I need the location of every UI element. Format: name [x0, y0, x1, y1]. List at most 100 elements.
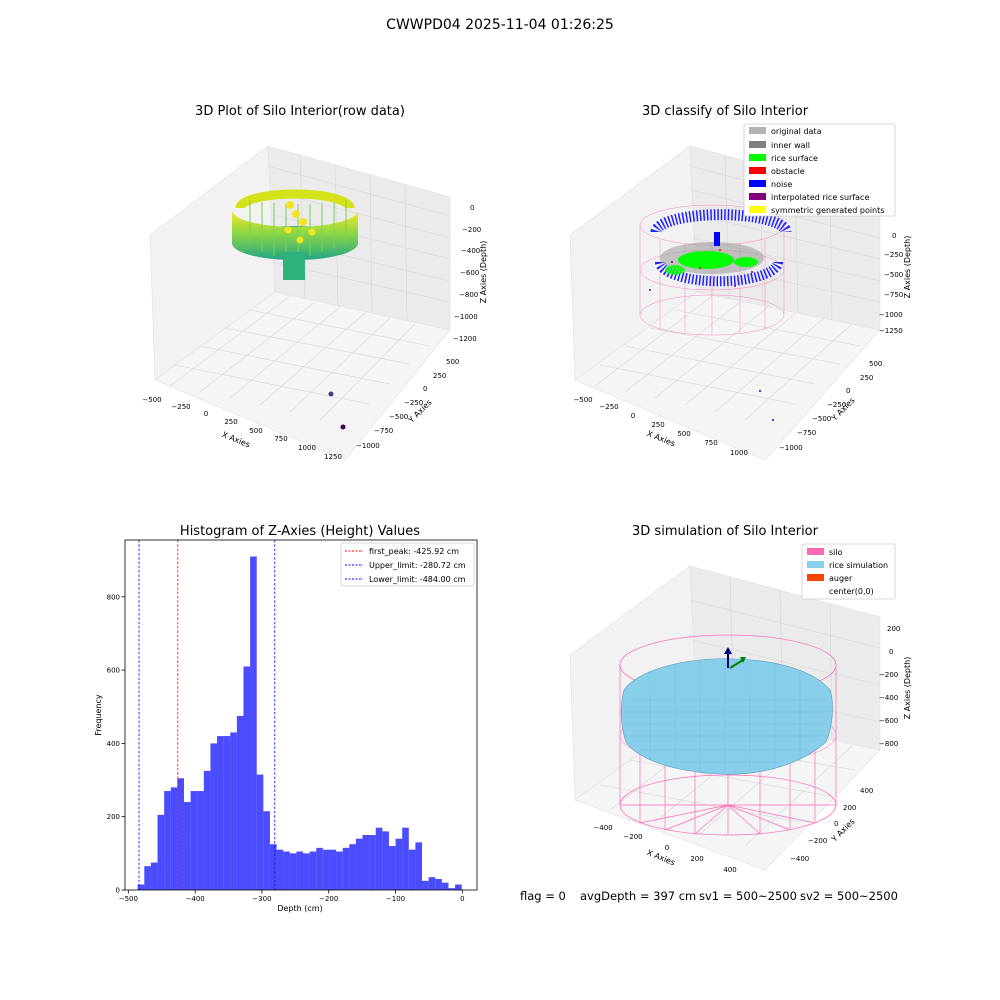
histogram-bar: [137, 884, 145, 890]
histogram-bar: [402, 827, 409, 890]
histogram-bar: [428, 877, 436, 890]
histogram-bar: [415, 842, 423, 890]
raw-xtick: 750: [274, 435, 287, 443]
legend-first-peak: first_peak: -425.92 cm: [369, 547, 459, 556]
svg-text:silo: silo: [829, 548, 843, 557]
raw-ztick: 0: [470, 204, 474, 212]
classify-ztick: −750: [884, 291, 903, 299]
histogram-bar: [375, 827, 383, 890]
histogram-xtick-label: −500: [119, 895, 138, 903]
histogram-bar: [164, 791, 171, 890]
histogram-title: Histogram of Z-Axies (Height) Values: [179, 524, 421, 539]
histogram-frame: [124, 539, 478, 891]
sim-xtick: −200: [623, 833, 642, 841]
sim-ztick: 200: [887, 625, 900, 633]
classify-ytick: −1000: [779, 444, 803, 452]
histogram-bar: [355, 838, 363, 890]
raw-ztick: −800: [459, 291, 478, 299]
legend-lower-limit: Lower_limit: -484.00 cm: [369, 575, 466, 584]
rice-mesh: [623, 659, 831, 774]
histogram-bar: [230, 732, 237, 890]
histogram-bar: [243, 666, 251, 890]
classify-points: [649, 209, 792, 421]
raw-xtick: 500: [249, 427, 262, 435]
classify-ztick: −250: [884, 251, 903, 259]
raw-ytick: 250: [433, 372, 446, 380]
sim-xtick: 400: [723, 866, 736, 874]
raw-xtick: 0: [204, 410, 208, 418]
histogram-bar: [395, 838, 403, 890]
histogram-bar: [150, 862, 158, 890]
raw-xtick: −250: [171, 403, 190, 411]
histogram-bar: [276, 849, 284, 890]
histogram-bar: [303, 853, 310, 890]
histogram-ytick-label: 0: [116, 887, 120, 895]
simulation-3d-panel: −400 −200 0 200 400 400 200 0 −200 −400 …: [569, 543, 912, 874]
histogram-bar: [349, 844, 356, 890]
classify-zlabel: Z Axies (Depth): [903, 236, 912, 299]
classify-ytick: −250: [827, 401, 846, 409]
classify-ylabel: Y Axies: [829, 396, 857, 424]
histogram-xtick-label: −300: [252, 895, 271, 903]
raw-ztick: −400: [461, 247, 480, 255]
histogram-bar: [316, 847, 323, 890]
histogram-bar: [144, 866, 151, 890]
histogram-bar: [190, 791, 198, 890]
histogram-ytick-label: 400: [107, 740, 120, 748]
histogram-bar: [329, 849, 337, 890]
histogram-bar: [250, 556, 257, 890]
histogram-ytick-label: 200: [107, 813, 120, 821]
histogram-bar: [256, 774, 264, 890]
raw-ytick: 0: [423, 385, 427, 393]
sim-ztick: 0: [889, 648, 893, 656]
classify-panel-title: 3D classify of Silo Interior: [641, 104, 809, 119]
sim-ytick: −400: [790, 855, 809, 863]
sim-xtick: 0: [665, 844, 669, 852]
classify-legend: original data inner wall rice surface ob…: [743, 123, 896, 217]
histogram-legend: first_peak: -425.92 cm Upper_limit: -280…: [340, 542, 475, 587]
svg-text:noise: noise: [771, 180, 792, 189]
histogram-bar: [369, 835, 376, 890]
histogram-bar: [422, 880, 429, 890]
sim-ytick: 400: [860, 787, 873, 795]
histogram-bar: [283, 851, 290, 890]
center-marker: [724, 647, 746, 669]
avg-depth-text: avgDepth = 397 cm: [580, 889, 697, 903]
svg-text:interpolated rice surface: interpolated rice surface: [771, 193, 869, 202]
histogram-bar: [263, 811, 270, 890]
raw-ytick: −750: [374, 427, 393, 435]
histogram-bar: [408, 849, 416, 890]
histogram-bar: [289, 853, 297, 890]
classify-xtick: −500: [573, 396, 592, 404]
svg-text:center(0,0): center(0,0): [829, 587, 874, 596]
raw-ytick: 500: [446, 358, 459, 366]
histogram-bar: [157, 814, 165, 890]
histogram-ylabel: Frequency: [94, 694, 103, 736]
histogram-bar: [309, 851, 317, 890]
histogram-chart: −500 −400 −300 −200 −100 0 0 200 400 600 800 first…: [94, 539, 478, 913]
histogram-bar: [217, 736, 224, 890]
classify-ytick: 500: [869, 360, 882, 368]
histogram-bar: [210, 743, 218, 890]
simulation-legend: silo rice simulation auger center(0,0): [801, 543, 896, 600]
sim-xlabel: X Axies: [646, 848, 677, 867]
svg-text:auger: auger: [829, 574, 853, 583]
sv2-text: sv2 = 500~2500: [800, 889, 898, 903]
raw-xtick: 1250: [324, 453, 342, 461]
classify-xtick: 750: [704, 439, 717, 447]
raw-point-cloud: [232, 189, 358, 430]
raw-ytick: −1000: [356, 442, 380, 450]
rice-simulation-surface: [620, 658, 833, 775]
histogram-bar: [388, 846, 396, 890]
histogram-bar: [435, 879, 442, 890]
histogram-bar: [197, 791, 204, 890]
simulation-panel-title: 3D simulation of Silo Interior: [632, 524, 818, 539]
classify-ztick: −1000: [879, 311, 903, 319]
raw-ztick: −200: [462, 226, 481, 234]
classify-3d-panel: −500 −250 0 250 500 750 1000 500 250 0 −…: [569, 123, 912, 461]
classify-xtick: 0: [631, 412, 635, 420]
raw-xlabel: X Axies: [221, 430, 252, 449]
raw-3d-panel: −500 −250 0 250 500 750 1000 1250 500 25…: [142, 145, 488, 461]
histogram-bar: [236, 715, 244, 890]
histogram-bar: [441, 882, 449, 890]
